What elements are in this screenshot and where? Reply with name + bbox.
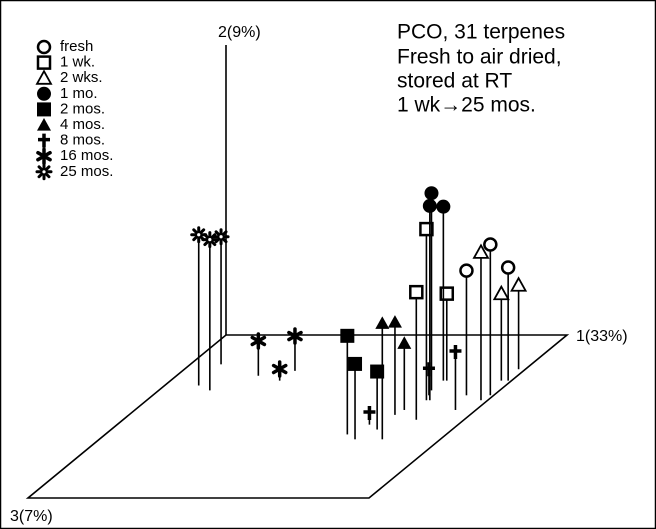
point [500, 260, 516, 275]
marker-part [436, 199, 451, 214]
marker-part [483, 237, 498, 252]
point [370, 364, 385, 379]
point [387, 315, 402, 328]
point [422, 362, 435, 377]
marker-part [197, 233, 201, 237]
point [190, 226, 208, 244]
point [483, 237, 498, 252]
marker-part [38, 133, 50, 148]
point [250, 332, 267, 350]
marker-part [271, 363, 288, 375]
legend-marker [36, 55, 52, 70]
marker-part [287, 330, 303, 342]
legend-label: 2 wks. [60, 69, 103, 86]
legend-label: 1 mo. [60, 85, 98, 102]
marker-part [36, 39, 52, 55]
marker-part [340, 328, 355, 343]
legend-label: 2 mos. [60, 100, 105, 117]
annotation-line: 1 wk→25 mos. [397, 94, 536, 117]
point [271, 360, 288, 378]
marker-part [500, 260, 516, 275]
marker-part [370, 364, 385, 379]
legend-label: 8 mos. [60, 132, 105, 149]
point [375, 316, 390, 329]
legend-marker [37, 102, 51, 117]
legend-marker [37, 86, 51, 101]
point [492, 284, 510, 301]
marker-part [409, 284, 424, 300]
legend-label: fresh [60, 38, 93, 55]
point [287, 327, 303, 345]
point [212, 228, 230, 246]
x-axis-label: 1(33%) [576, 328, 628, 345]
marker-part [36, 55, 52, 70]
marker-part [42, 170, 46, 174]
point [424, 186, 439, 201]
point [459, 263, 474, 278]
marker-part [387, 315, 402, 328]
marker-part [208, 238, 212, 242]
marker-part [35, 69, 53, 85]
annotation-line: stored at RT [397, 70, 512, 93]
marker-part [37, 86, 51, 101]
annotation-line: PCO, 31 terpenes [397, 21, 565, 44]
marker-part [37, 118, 51, 131]
point [472, 243, 490, 259]
point [397, 336, 412, 349]
marker-part [37, 102, 51, 117]
point [409, 284, 424, 300]
legend-label: 25 mos. [60, 163, 113, 180]
point [363, 406, 376, 421]
legend-marker [36, 39, 52, 55]
legend-marker [36, 147, 52, 165]
marker-part [375, 316, 390, 329]
marker-part [422, 198, 437, 213]
marker-part [422, 362, 435, 377]
legend-label: 4 mos. [60, 116, 105, 133]
point [449, 344, 462, 359]
marker-part [449, 344, 462, 359]
marker-part [510, 276, 528, 292]
marker-part [424, 186, 439, 201]
z-axis-label: 3(7%) [10, 508, 53, 525]
marker-part [348, 356, 363, 371]
point [201, 231, 219, 249]
marker-part [492, 284, 510, 301]
legend-marker [35, 69, 53, 85]
point [422, 198, 437, 213]
marker-part [363, 406, 376, 421]
legend-label: 16 mos. [60, 147, 113, 164]
legend-marker [38, 133, 50, 148]
base-plane [25, 334, 570, 499]
legend-label: 1 wk. [60, 54, 95, 71]
annotation-line: Fresh to air dried, [397, 46, 562, 69]
annotation: PCO, 31 terpenes Fresh to air dried, sto… [397, 21, 565, 117]
marker-part [459, 263, 474, 278]
marker-part [472, 243, 490, 259]
point [348, 356, 363, 371]
marker-part [219, 235, 223, 239]
marker-part [250, 335, 267, 347]
point [436, 199, 451, 214]
marker-part [397, 336, 412, 349]
legend-marker [37, 118, 51, 131]
point [510, 276, 528, 292]
legend-marker [35, 163, 53, 181]
point [340, 328, 355, 343]
y-axis-label: 2(9%) [218, 24, 261, 41]
marker-part [36, 150, 52, 162]
